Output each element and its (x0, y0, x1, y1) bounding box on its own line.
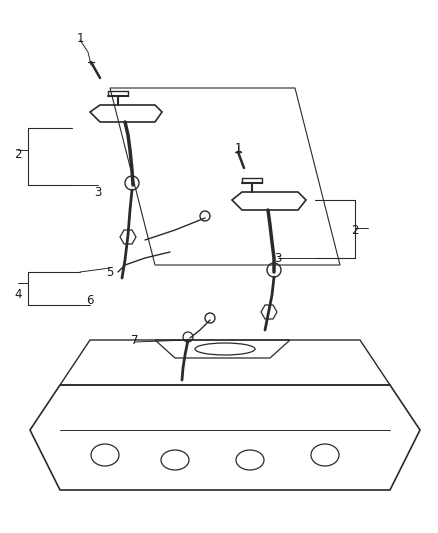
Text: 4: 4 (14, 288, 22, 302)
Text: 6: 6 (86, 294, 94, 306)
Text: 5: 5 (106, 265, 114, 279)
Text: 1: 1 (76, 31, 84, 44)
Text: 7: 7 (131, 334, 139, 346)
Text: 3: 3 (274, 252, 282, 264)
Text: 1: 1 (234, 141, 242, 155)
Text: 3: 3 (94, 185, 102, 198)
Text: 2: 2 (351, 223, 359, 237)
Text: 2: 2 (14, 149, 22, 161)
